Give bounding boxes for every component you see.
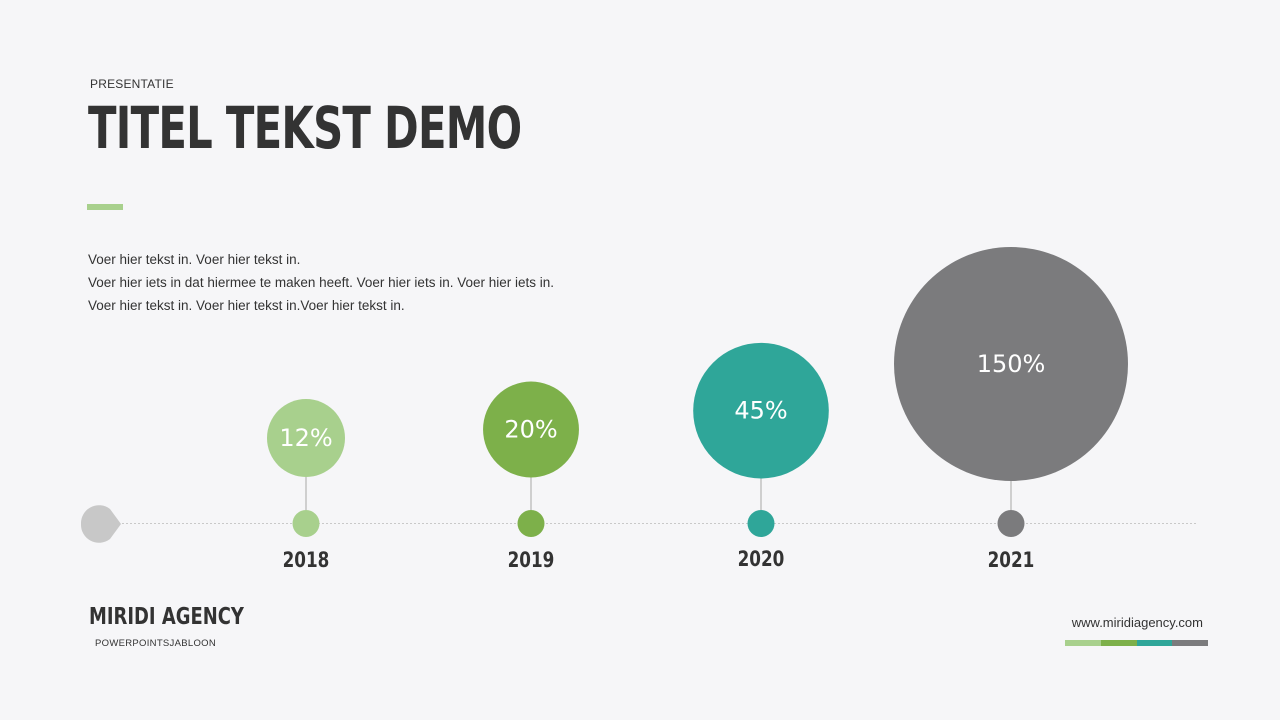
- body-line-2: Voer hier iets in dat hiermee te maken h…: [88, 275, 555, 290]
- footer-subtitle: POWERPOINTSJABLOON: [95, 638, 217, 649]
- year-label-2018: 2018: [283, 548, 330, 572]
- value-label-2019: 20%: [504, 416, 557, 444]
- timeline-dot-2021: [997, 510, 1025, 537]
- value-bubble-2020: [693, 342, 829, 479]
- year-label-2020: 2020: [738, 547, 785, 571]
- eyebrow: PRESENTATIE: [90, 77, 174, 91]
- year-label-2019: 2019: [508, 548, 555, 572]
- value-label-2018: 12%: [279, 424, 332, 452]
- timeline-start-marker: [80, 505, 121, 543]
- stripe-teal: [1136, 640, 1173, 646]
- stripe-gray: [1172, 640, 1208, 646]
- page-title: TITEL TEKST DEMO: [88, 94, 522, 162]
- value-label-2021: 150%: [977, 350, 1046, 378]
- timeline-dot-2018: [292, 510, 320, 537]
- value-bubble-2018: [267, 399, 345, 477]
- year-label-2021: 2021: [988, 548, 1035, 572]
- value-bubble-2019: [483, 381, 579, 478]
- footer-url[interactable]: www.miridiagency.com: [1071, 615, 1203, 630]
- title-accent-bar: [87, 204, 123, 210]
- value-label-2020: 45%: [734, 397, 787, 425]
- value-bubble-2021: [894, 247, 1128, 481]
- body-line-3: Voer hier tekst in. Voer hier tekst in.V…: [88, 298, 405, 313]
- stripe-light-green: [1065, 640, 1101, 646]
- timeline-dot-2019: [517, 510, 545, 537]
- body-text: Voer hier tekst in. Voer hier tekst in. …: [88, 248, 554, 317]
- body-line-1: Voer hier tekst in. Voer hier tekst in.: [88, 252, 301, 267]
- stripe-green: [1100, 640, 1137, 646]
- timeline-dot-2020: [747, 510, 775, 537]
- footer-color-stripes: [1065, 640, 1208, 646]
- milestones: 12% 2018 20% 2019 45% 2020 150% 2021: [267, 247, 1128, 573]
- footer-brand: MIRIDI AGENCY: [89, 604, 244, 630]
